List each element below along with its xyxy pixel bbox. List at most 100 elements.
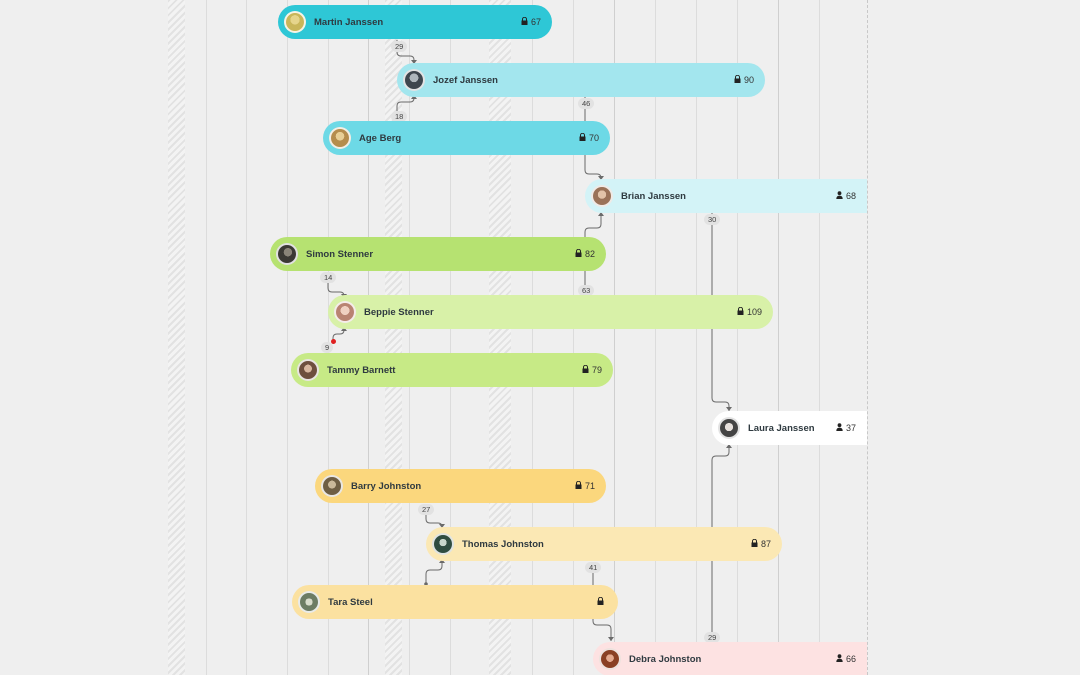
person-bar-barry[interactable]: Barry Johnston 71 (315, 469, 606, 503)
avatar (284, 11, 306, 33)
count-badge: 90 (734, 63, 754, 97)
grid-line (819, 0, 820, 675)
avatar (591, 185, 613, 207)
hatched-column (489, 0, 511, 675)
grid-line (287, 0, 288, 675)
count-badge: 71 (575, 469, 595, 503)
lock-icon (597, 596, 604, 607)
lock-icon (575, 480, 582, 491)
count-value: 109 (746, 307, 762, 317)
count-badge: 79 (582, 353, 602, 387)
grid-line (614, 0, 615, 675)
person-bar-brian[interactable]: Brian Janssen 68 (585, 179, 867, 213)
grid-line (368, 0, 369, 675)
person-name: Jozef Janssen (433, 74, 498, 86)
count-badge: 82 (575, 237, 595, 271)
avatar (403, 69, 425, 91)
person-icon (836, 423, 843, 433)
link-label: 14 (320, 272, 337, 283)
lock-icon (521, 16, 528, 27)
count-badge: 37 (836, 411, 856, 445)
person-bar-simon[interactable]: Simon Stenner 82 (270, 237, 606, 271)
person-name: Barry Johnston (351, 480, 422, 492)
avatar (334, 301, 356, 323)
person-name: Martin Janssen (314, 16, 384, 28)
lock-icon (579, 132, 586, 143)
avatar (298, 591, 320, 613)
person-name: Tara Steel (328, 596, 373, 608)
person-bar-thomas[interactable]: Thomas Johnston 87 (426, 527, 782, 561)
person-bar-tammy[interactable]: Tammy Barnett 79 (291, 353, 613, 387)
link-label: 41 (585, 562, 602, 573)
grid-line (778, 0, 779, 675)
person-bar-age[interactable]: Age Berg 70 (323, 121, 610, 155)
link-label: 63 (578, 285, 595, 296)
hatched-column (168, 0, 185, 675)
count-value: 37 (845, 423, 856, 433)
link-label: 27 (418, 504, 435, 515)
avatar (329, 127, 351, 149)
grid-line (246, 0, 247, 675)
avatar (276, 243, 298, 265)
grid-line (573, 0, 574, 675)
person-name: Tammy Barnett (327, 364, 396, 376)
count-badge: 66 (836, 642, 856, 675)
grid-line (696, 0, 697, 675)
lock-icon (575, 248, 582, 259)
count-value: 79 (591, 365, 602, 375)
count-value: 70 (588, 133, 599, 143)
link-label: 46 (578, 98, 595, 109)
person-bar-tara[interactable]: Tara Steel (292, 585, 618, 619)
person-name: Thomas Johnston (462, 538, 544, 550)
count-badge (597, 585, 607, 619)
person-name: Laura Janssen (748, 422, 815, 434)
count-badge: 109 (737, 295, 762, 329)
count-badge: 68 (836, 179, 856, 213)
link-label: 18 (391, 111, 408, 122)
grid-line (328, 0, 329, 675)
avatar (297, 359, 319, 381)
avatar (599, 648, 621, 670)
avatar (321, 475, 343, 497)
link-label: 29 (391, 41, 408, 52)
grid-line (655, 0, 656, 675)
hatched-column (385, 0, 402, 675)
count-value: 68 (845, 191, 856, 201)
lock-icon (751, 538, 758, 549)
link-label: 9 (321, 342, 334, 353)
person-bar-martin[interactable]: Martin Janssen 67 (278, 5, 552, 39)
link-label: 29 (704, 632, 721, 643)
person-name: Simon Stenner (306, 248, 374, 260)
lock-icon (737, 306, 744, 317)
grid-line (532, 0, 533, 675)
person-bar-debra[interactable]: Debra Johnston 66 (593, 642, 867, 675)
person-icon (836, 654, 843, 664)
count-value: 71 (584, 481, 595, 491)
count-badge: 87 (751, 527, 771, 561)
person-name: Age Berg (359, 132, 402, 144)
person-bar-beppie[interactable]: Beppie Stenner 109 (328, 295, 773, 329)
grid-line (409, 0, 410, 675)
count-value: 67 (530, 17, 541, 27)
person-bar-jozef[interactable]: Jozef Janssen 90 (397, 63, 765, 97)
grid-line (450, 0, 451, 675)
person-bar-laura[interactable]: Laura Janssen 37 (712, 411, 867, 445)
count-value: 66 (845, 654, 856, 664)
avatar (718, 417, 740, 439)
lock-icon (582, 364, 589, 375)
lock-icon (734, 74, 741, 85)
grid-line (206, 0, 207, 675)
viewport-edge (867, 0, 868, 675)
person-name: Debra Johnston (629, 653, 702, 665)
count-value: 87 (760, 539, 771, 549)
alert-dot (331, 339, 336, 344)
count-badge: 67 (521, 5, 541, 39)
grid-line (737, 0, 738, 675)
count-badge: 70 (579, 121, 599, 155)
count-value: 82 (584, 249, 595, 259)
count-value: 90 (743, 75, 754, 85)
link-label: 30 (704, 214, 721, 225)
person-icon (836, 191, 843, 201)
